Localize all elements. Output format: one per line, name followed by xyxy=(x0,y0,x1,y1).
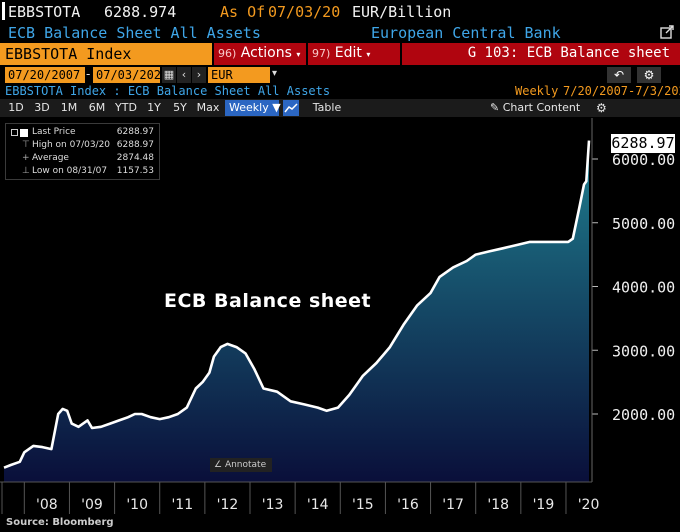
y-tick-label: 2000.00 xyxy=(612,406,675,424)
chevron-left-icon[interactable]: ‹ xyxy=(177,67,191,83)
legend-high-value: 6288.97 xyxy=(116,140,154,150)
frequency-dropdown[interactable]: Weekly ▼ xyxy=(225,100,281,116)
header-bar: EBBSTOTA 6288.974 As Of 07/03/20 EUR/Bil… xyxy=(0,0,680,22)
y-tick-label: 4000.00 xyxy=(612,279,675,297)
currency-select[interactable]: EUR xyxy=(208,67,270,83)
source-name: European Central Bank xyxy=(371,24,561,42)
period-ytd[interactable]: YTD xyxy=(115,101,137,114)
end-date-input[interactable]: 07/03/2020 xyxy=(93,67,168,83)
legend-row-high: ⊤ High on 07/03/20 6288.97 xyxy=(10,140,158,152)
gear-icon[interactable]: ⚙ xyxy=(596,101,607,115)
annotate-label: Annotate xyxy=(224,460,267,470)
period-1m[interactable]: 1M xyxy=(60,101,78,114)
units-label: EUR/Billion xyxy=(352,3,452,21)
graph-title: G 103: ECB Balance sheet xyxy=(402,43,680,65)
x-tick-label: '09 xyxy=(81,497,103,513)
as-of-label: As Of xyxy=(220,3,266,21)
x-tick-label: '16 xyxy=(397,497,419,513)
period-1d[interactable]: 1D xyxy=(8,101,24,114)
legend-series-name: Last Price xyxy=(32,127,76,137)
chart-subtitle-bar: EBBSTOTA Index : ECB Balance Sheet All A… xyxy=(0,84,680,99)
x-tick-label: '08 xyxy=(36,497,58,513)
actions-button[interactable]: 96) Actions ▾ xyxy=(214,43,306,65)
series-line xyxy=(3,140,591,469)
x-tick-label: '15 xyxy=(352,497,374,513)
chevron-down-icon[interactable]: ▾ xyxy=(272,68,278,79)
y-tick-label: 3000.00 xyxy=(612,342,675,360)
ticker-symbol[interactable]: EBBSTOTA xyxy=(8,3,81,21)
x-tick-label: '14 xyxy=(307,497,329,513)
annotate-button[interactable]: ∠ Annotate xyxy=(210,458,272,472)
edit-button[interactable]: 97) Edit ▾ xyxy=(308,43,400,65)
frequency-label: Weekly xyxy=(515,84,559,98)
x-tick-label: '17 xyxy=(442,497,464,513)
series-description: ECB Balance Sheet All Assets xyxy=(8,24,261,42)
actions-number: 96) xyxy=(218,47,237,60)
x-tick-label: '10 xyxy=(126,497,148,513)
period-max[interactable]: Max xyxy=(196,101,220,114)
last-value-label: 6288.97 xyxy=(611,134,675,153)
chart-legend[interactable]: Last Price 6288.97 ⊤ High on 07/03/20 62… xyxy=(5,123,160,180)
security-description: EBBSTOTA Index : ECB Balance Sheet All A… xyxy=(5,84,331,98)
start-date-input[interactable]: 07/20/2007 xyxy=(5,67,85,83)
legend-row-last: Last Price 6288.97 xyxy=(10,127,158,139)
undo-icon[interactable]: ↶ xyxy=(607,67,631,83)
source-note: Source: Bloomberg xyxy=(6,517,114,528)
x-tick-label: '18 xyxy=(487,497,509,513)
chevron-down-icon: ▾ xyxy=(296,50,301,59)
period-5y[interactable]: 5Y xyxy=(173,101,187,114)
cursor-marker xyxy=(2,2,5,20)
legend-series-value: 6288.97 xyxy=(116,127,154,137)
chart-content-button[interactable]: ✎ Chart Content xyxy=(490,100,590,116)
popout-icon[interactable] xyxy=(659,24,675,40)
chevron-right-icon[interactable]: › xyxy=(192,67,206,83)
table-button[interactable]: Table xyxy=(312,101,342,114)
legend-row-low: ⊥ Low on 08/31/07 1157.53 xyxy=(10,166,158,178)
last-value: 6288.974 xyxy=(104,3,177,21)
area-chart[interactable]: 2000.00 3000.00 4000.00 5000.00 6000.00 '08 '… xyxy=(0,118,680,532)
series-swatch xyxy=(20,129,28,137)
chart-annotation: ECB Balance sheet xyxy=(164,290,372,312)
description-bar: ECB Balance Sheet All Assets European Ce… xyxy=(0,22,680,42)
date-separator: - xyxy=(86,67,91,81)
date-range-label: 7/20/2007-7/3/2020 xyxy=(563,84,680,98)
x-tick-label: '11 xyxy=(171,497,193,513)
y-tick-label: 6000.00 xyxy=(612,151,675,169)
legend-low-value: 1157.53 xyxy=(116,166,154,176)
legend-avg-value: 2874.48 xyxy=(116,153,154,163)
actions-label: Actions xyxy=(240,45,292,61)
as-of-date: 07/03/20 xyxy=(268,3,341,21)
period-1y[interactable]: 1Y xyxy=(147,101,161,114)
x-tick-label: '19 xyxy=(533,497,555,513)
command-bar: EBBSTOTA Index 96) Actions ▾ 97) Edit ▾ … xyxy=(0,43,680,65)
low-marker-icon: ⊥ xyxy=(22,166,30,176)
edit-number: 97) xyxy=(312,47,331,60)
x-tick-label: '12 xyxy=(217,497,239,513)
high-marker-icon: ⊤ xyxy=(22,140,30,150)
legend-high-label: High on 07/03/20 xyxy=(32,140,111,150)
period-6m[interactable]: 6M xyxy=(88,101,106,114)
chart-content-label: Chart Content xyxy=(502,101,581,114)
settings-icon[interactable]: ⚙ xyxy=(637,67,661,83)
pencil-icon: ∠ xyxy=(214,460,225,470)
calendar-icon[interactable]: ▦ xyxy=(162,67,176,83)
line-chart-icon[interactable] xyxy=(283,100,299,116)
legend-low-label: Low on 08/31/07 xyxy=(32,166,108,176)
checkbox-icon[interactable] xyxy=(11,129,18,136)
legend-row-avg: + Average 2874.48 xyxy=(10,153,158,165)
pencil-icon: ✎ xyxy=(490,101,503,114)
x-tick-label: '13 xyxy=(262,497,284,513)
x-tick-label: '20 xyxy=(578,497,600,513)
chart-area: 2000.00 3000.00 4000.00 5000.00 6000.00 '08 '… xyxy=(0,118,680,532)
period-3d[interactable]: 3D xyxy=(34,101,50,114)
average-marker-icon: + xyxy=(22,153,30,163)
chevron-down-icon: ▾ xyxy=(366,50,371,59)
area-fill xyxy=(4,140,589,482)
edit-label: Edit xyxy=(334,45,362,61)
y-tick-label: 5000.00 xyxy=(612,215,675,233)
legend-avg-label: Average xyxy=(32,153,69,163)
period-toolbar: 1D 3D 1M 6M YTD 1Y 5Y Max Weekly ▼ Table… xyxy=(0,99,680,117)
security-input[interactable]: EBBSTOTA Index xyxy=(0,43,212,65)
date-range-bar: 07/20/2007 - 07/03/2020 ▦ ‹ › EUR ▾ ↶ ⚙ xyxy=(0,66,680,84)
